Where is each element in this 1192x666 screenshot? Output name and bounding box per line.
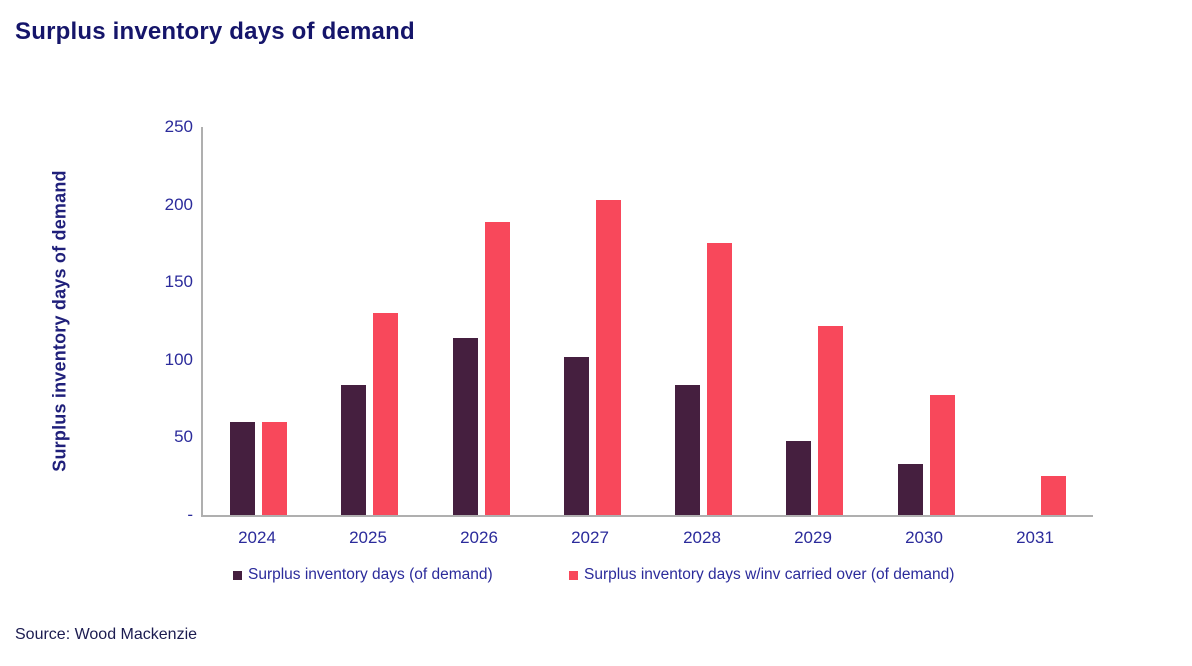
bar-2028-series-1: [675, 385, 700, 515]
x-tick-label-2030: 2030: [905, 528, 943, 547]
bar-2029-series-1: [786, 441, 811, 515]
bar-2030-series-2: [930, 395, 955, 515]
bar-2031-series-2: [1041, 476, 1066, 515]
bar-2024-series-2: [262, 422, 287, 515]
x-tick-label-2028: 2028: [683, 528, 721, 547]
y-tick-label: 100: [164, 349, 193, 369]
legend-item-2: Surplus inventory days w/inv carried ove…: [569, 564, 954, 586]
page-title: Surplus inventory days of demand: [15, 18, 415, 45]
legend-marker-icon: [233, 570, 242, 580]
legend-marker-icon: [569, 570, 578, 580]
bar-2026-series-1: [453, 338, 478, 515]
bar-2027-series-2: [596, 200, 621, 515]
bar-2025-series-2: [373, 313, 398, 515]
legend-label: Surplus inventory days (of demand): [248, 566, 493, 583]
legend-label: Surplus inventory days w/inv carried ove…: [584, 566, 955, 583]
y-tick-label: -: [187, 505, 193, 524]
bar-2025-series-1: [341, 385, 366, 515]
bar-2029-series-2: [818, 326, 843, 515]
x-tick-label-2026: 2026: [460, 528, 498, 547]
x-tick-label-2024: 2024: [238, 528, 276, 547]
legend: Surplus inventory days (of demand) Surplu…: [0, 564, 1192, 588]
bar-2028-series-2: [707, 243, 732, 515]
x-tick-label-2027: 2027: [571, 528, 609, 547]
y-tick-label: 250: [164, 117, 193, 136]
x-tick-label-2025: 2025: [349, 528, 387, 547]
x-tick-label-2029: 2029: [794, 528, 832, 547]
bar-2024-series-1: [230, 422, 255, 515]
source-note: Source: Wood Mackenzie: [15, 626, 198, 643]
bar-2030-series-1: [898, 464, 923, 515]
y-axis-title-text: Surplus inventory days of demand: [49, 170, 70, 472]
y-tick-label: 150: [164, 272, 193, 292]
x-tick-label-2031: 2031: [1016, 528, 1054, 547]
plot-area: [201, 127, 1093, 517]
legend-item-1: Surplus inventory days (of demand): [233, 564, 493, 586]
bar-2026-series-2: [485, 222, 510, 515]
y-tick-label: 200: [164, 194, 193, 214]
bar-2027-series-1: [564, 357, 589, 515]
y-tick-label: 50: [174, 427, 193, 447]
